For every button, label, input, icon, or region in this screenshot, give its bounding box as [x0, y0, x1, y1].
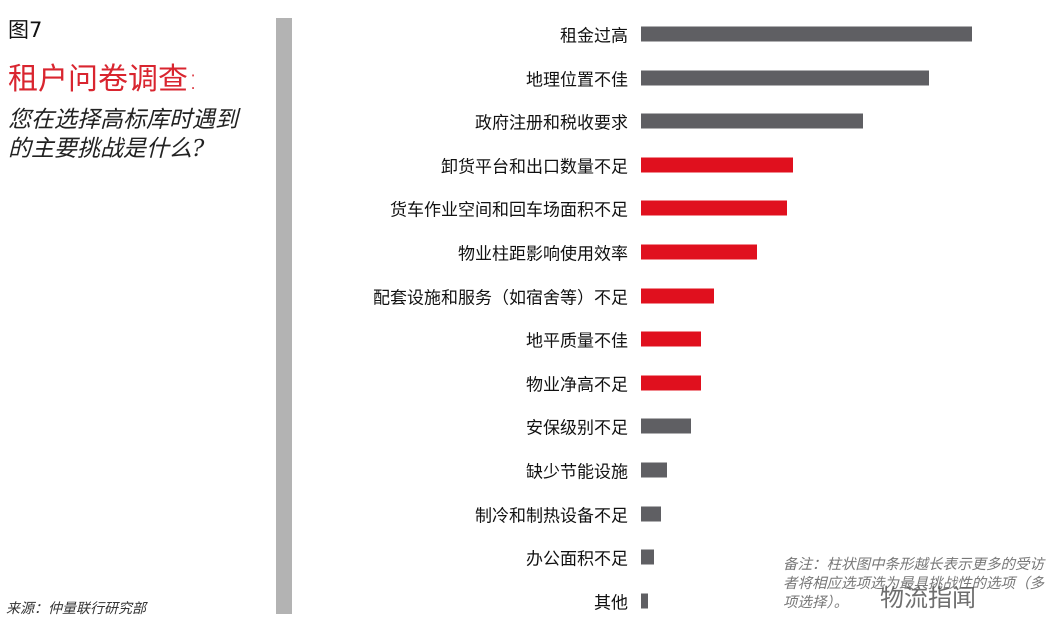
category-label: 地理位置不佳: [526, 70, 628, 91]
footnote: 备注：柱状图中条形越长表示更多的受访者将相应选项选为最具挑战性的选项（多项选择）…: [783, 557, 1044, 611]
bar: [641, 506, 661, 522]
category-label: 办公面积不足: [526, 549, 628, 570]
category-label: 卸货平台和出口数量不足: [441, 157, 628, 178]
bar: [641, 462, 668, 478]
bar: [641, 26, 972, 42]
bar: [641, 157, 794, 173]
bar: [641, 244, 757, 260]
bar: [641, 549, 655, 565]
category-label: 配套设施和服务（如宿舍等）不足: [373, 288, 628, 309]
category-label: 租金过高: [560, 26, 628, 47]
source-note: 来源：仲量联行研究部: [6, 601, 146, 617]
bar: [641, 418, 691, 434]
figure-label: 图7: [8, 18, 43, 42]
bar: [641, 375, 701, 391]
category-label: 制冷和制热设备不足: [475, 506, 628, 527]
category-label: 缺少节能设施: [526, 462, 628, 483]
category-label: 货车作业空间和回车场面积不足: [390, 200, 628, 221]
category-label: 物业柱距影响使用效率: [458, 244, 628, 265]
category-label: 政府注册和税收要求: [475, 113, 628, 134]
bar: [641, 200, 787, 216]
category-label: 安保级别不足: [526, 418, 628, 439]
bar: [641, 593, 648, 609]
chart-subtitle: 您在选择高标库时遇到的主要挑战是什么?: [8, 107, 238, 162]
watermark: 物流指闻: [880, 584, 976, 612]
bar: [641, 113, 863, 129]
chart-title: 租户问卷调查:: [8, 62, 199, 97]
category-label: 地平质量不佳: [526, 331, 628, 352]
category-label: 物业净高不足: [526, 375, 628, 396]
bar: [641, 70, 929, 86]
bar: [641, 288, 714, 304]
category-label: 其他: [594, 593, 628, 614]
divider-strip: [276, 18, 292, 614]
bar: [641, 331, 701, 347]
